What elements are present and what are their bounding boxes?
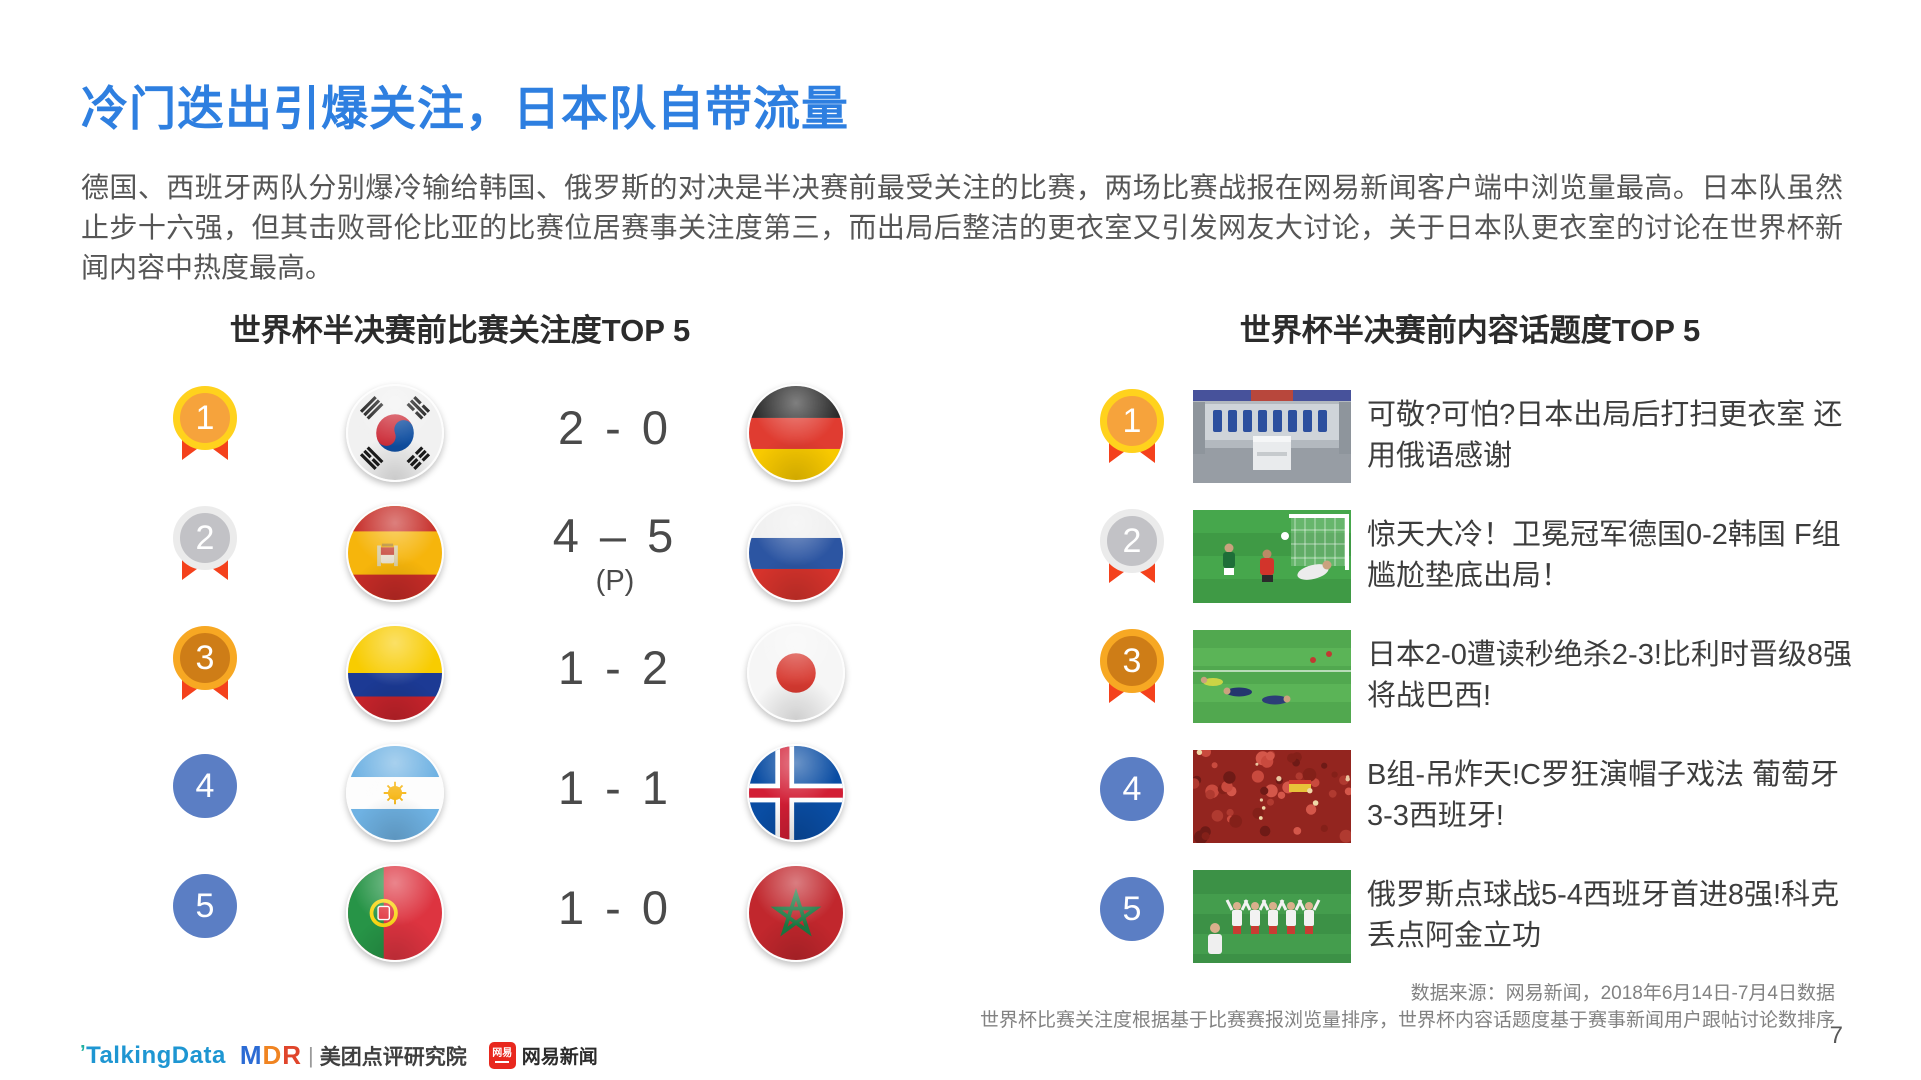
rank-number: 4	[1100, 757, 1164, 821]
footer-logos: ’TalkingData MDR | 美团点评研究院 网易 网易新闻	[80, 1040, 598, 1071]
score-cell: 4 – 5 (P)	[495, 508, 735, 598]
meituan-dianping-institute-logo: 美团点评研究院	[319, 1045, 467, 1069]
match-score: 1 - 1	[557, 760, 673, 814]
flag-south-korea-icon	[346, 384, 444, 482]
rank-number: 1	[173, 386, 237, 450]
data-source-line2: 世界杯比赛关注度根据基于比赛赛报浏览量排序，世界杯内容话题度基于赛事新闻用户跟帖…	[979, 1010, 1835, 1031]
score-note	[495, 697, 735, 707]
content-topic-ranking: 1 可敬?可怕?日本出局后打扫更衣室 还用俄语感谢 2 惊天大冷！卫冕冠军德国0…	[1098, 376, 1858, 976]
portugal-spain-fans-photo	[1193, 749, 1351, 843]
news-headline: 可敬?可怕?日本出局后打扫更衣室 还用俄语感谢	[1367, 399, 1843, 472]
score-note	[495, 937, 735, 947]
score-note: (P)	[595, 565, 635, 597]
topic-row-2: 2 惊天大冷！卫冕冠军德国0-2韩国 F组尴尬垫底出局！	[1098, 496, 1858, 616]
silver-medal-badge: 2	[173, 498, 237, 608]
match-row-2: 2 4 – 5 (P)	[80, 493, 910, 613]
right-section-title: 世界杯半决赛前内容话题度TOP 5	[1239, 313, 1701, 348]
rank-4-badge: 4	[173, 738, 237, 848]
locker-room-photo	[1193, 389, 1351, 483]
japan-belgium-match-photo	[1193, 629, 1351, 723]
match-score: 4 – 5	[552, 509, 678, 562]
page-number: 7	[1829, 1022, 1843, 1049]
topic-row-4: 4 B组-吊炸天!C罗狂演帽子戏法 葡萄牙3-3西班牙!	[1098, 736, 1858, 856]
rank-number: 1	[1100, 389, 1164, 453]
flag-germany-icon	[747, 384, 845, 482]
flag-russia-icon	[747, 504, 845, 602]
rank-number: 2	[1100, 509, 1164, 573]
flag-colombia-icon	[346, 624, 444, 722]
rank-number: 3	[1100, 629, 1164, 693]
match-row-1: 1 2 - 0	[80, 373, 910, 493]
talkingdata-tick-icon: ’	[80, 1041, 87, 1064]
match-score: 1 - 0	[557, 880, 673, 934]
gold-medal-badge: 1	[173, 378, 237, 488]
news-headline: B组-吊炸天!C罗狂演帽子戏法 葡萄牙3-3西班牙!	[1367, 759, 1840, 832]
netease-news-logo: 网易 网易新闻	[488, 1042, 598, 1069]
rank-4-badge: 4	[1100, 741, 1164, 851]
russia-celebration-photo	[1193, 869, 1351, 963]
topic-row-1: 1 可敬?可怕?日本出局后打扫更衣室 还用俄语感谢	[1098, 376, 1858, 496]
match-row-3: 3 1 - 2	[80, 613, 910, 733]
flag-argentina-icon	[346, 744, 444, 842]
news-headline: 惊天大冷！卫冕冠军德国0-2韩国 F组尴尬垫底出局！	[1367, 519, 1841, 592]
score-cell: 1 - 2	[495, 640, 735, 707]
rank-number: 5	[173, 874, 237, 938]
netease-badge-icon: 网易	[488, 1042, 516, 1069]
page-title: 冷门迭出引爆关注，日本队自带流量	[81, 82, 849, 135]
rank-5-badge: 5	[173, 858, 237, 968]
flag-japan-icon	[747, 624, 845, 722]
silver-medal-badge: 2	[1100, 501, 1164, 611]
logo-separator: |	[308, 1042, 314, 1068]
mdr-logo: MDR	[239, 1040, 303, 1070]
news-headline: 俄罗斯点球战5-4西班牙首进8强!科克丢点阿金立功	[1367, 879, 1840, 952]
rank-number: 5	[1100, 877, 1164, 941]
rank-number: 3	[173, 626, 237, 690]
talkingdata-logo: ’TalkingData	[80, 1041, 226, 1069]
korea-germany-match-photo	[1193, 509, 1351, 603]
score-cell: 1 - 1	[495, 760, 735, 827]
match-score: 1 - 2	[557, 640, 673, 694]
data-source-note: 数据来源：网易新闻，2018年6月14日-7月4日数据 世界杯比赛关注度根据基于…	[980, 980, 1835, 1034]
topic-row-3: 3 日本2-0遭读秒绝杀2-3!比利时晋级8强将战巴西!	[1098, 616, 1858, 736]
flag-iceland-icon	[747, 744, 845, 842]
match-row-4: 4 1 - 1	[80, 733, 910, 853]
data-source-line1: 数据来源：网易新闻，2018年6月14日-7月4日数据	[1410, 983, 1835, 1004]
left-section-title: 世界杯半决赛前比赛关注度TOP 5	[229, 313, 691, 348]
bronze-medal-badge: 3	[173, 618, 237, 728]
intro-paragraph: 德国、西班牙两队分别爆冷输给韩国、俄罗斯的对决是半决赛前最受关注的比赛，两场比赛…	[81, 172, 1843, 283]
rank-number: 4	[173, 754, 237, 818]
flag-portugal-icon	[346, 864, 444, 962]
score-note	[495, 457, 735, 467]
score-cell: 1 - 0	[495, 880, 735, 947]
match-attention-ranking: 1 2 - 0 2 4 – 5 (P)	[80, 373, 910, 973]
score-cell: 2 - 0	[495, 400, 735, 467]
bronze-medal-badge: 3	[1100, 621, 1164, 731]
rank-5-badge: 5	[1100, 861, 1164, 971]
score-note	[495, 817, 735, 827]
news-headline: 日本2-0遭读秒绝杀2-3!比利时晋级8强将战巴西!	[1367, 639, 1853, 712]
flag-spain-icon	[346, 504, 444, 602]
gold-medal-badge: 1	[1100, 381, 1164, 491]
flag-morocco-icon	[747, 864, 845, 962]
topic-row-5: 5 俄罗斯点球战5-4西班牙首进8强!科克丢点阿金立功	[1098, 856, 1858, 976]
match-row-5: 5 1 - 0	[80, 853, 910, 973]
match-score: 2 - 0	[557, 400, 673, 454]
rank-number: 2	[173, 506, 237, 570]
